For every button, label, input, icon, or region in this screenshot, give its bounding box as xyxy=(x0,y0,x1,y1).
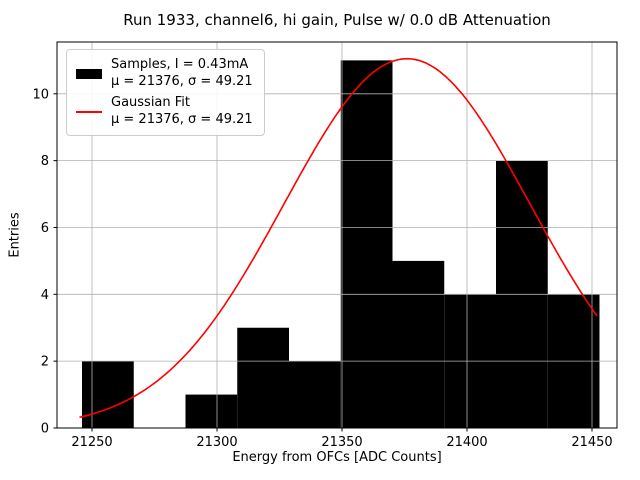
histogram-bar xyxy=(237,327,289,428)
y-tick-label: 4 xyxy=(41,288,49,303)
histogram-bar xyxy=(392,260,445,428)
legend-entry-gaussian: Gaussian Fit μ = 21376, σ = 49.21 xyxy=(76,95,253,128)
y-axis-label: Entries xyxy=(7,212,23,258)
x-tick-label: 21300 xyxy=(196,435,237,450)
gaussian-swatch xyxy=(76,110,102,113)
legend-gaussian-label: Gaussian Fit xyxy=(111,95,191,111)
x-tick-label: 21450 xyxy=(571,435,612,450)
legend-gaussian-stats: μ = 21376, σ = 49.21 xyxy=(111,111,253,127)
gaussian-curve xyxy=(79,57,598,419)
y-tick-label: 0 xyxy=(41,422,49,437)
legend-entry-text: Gaussian Fit μ = 21376, σ = 49.21 xyxy=(111,95,253,128)
x-tick-label: 21350 xyxy=(321,435,362,450)
histogram-bar xyxy=(289,361,341,428)
y-tick-label: 10 xyxy=(32,87,49,102)
samples-swatch xyxy=(76,68,102,79)
legend-entry-text: Samples, I = 0.43mA μ = 21376, σ = 49.21 xyxy=(111,57,253,90)
y-tick-label: 8 xyxy=(41,154,49,169)
chart-title: Run 1933, channel6, hi gain, Pulse w/ 0.… xyxy=(123,11,551,29)
histogram-bar xyxy=(340,60,393,428)
histogram-bar xyxy=(82,361,134,428)
legend-samples-label: Samples, I = 0.43mA xyxy=(111,57,249,72)
x-axis-label: Energy from OFCs [ADC Counts] xyxy=(232,450,442,465)
legend-entry-samples: Samples, I = 0.43mA μ = 21376, σ = 49.21 xyxy=(76,57,253,90)
y-tick-label: 6 xyxy=(41,221,49,236)
legend: Samples, I = 0.43mA μ = 21376, σ = 49.21… xyxy=(66,49,265,136)
y-tick-label: 2 xyxy=(41,355,49,370)
axes-frame xyxy=(56,41,618,429)
x-tick-label: 21250 xyxy=(71,435,112,450)
legend-samples-stats: μ = 21376, σ = 49.21 xyxy=(111,73,253,89)
x-tick-label: 21400 xyxy=(446,435,487,450)
histogram-bar xyxy=(185,394,238,428)
